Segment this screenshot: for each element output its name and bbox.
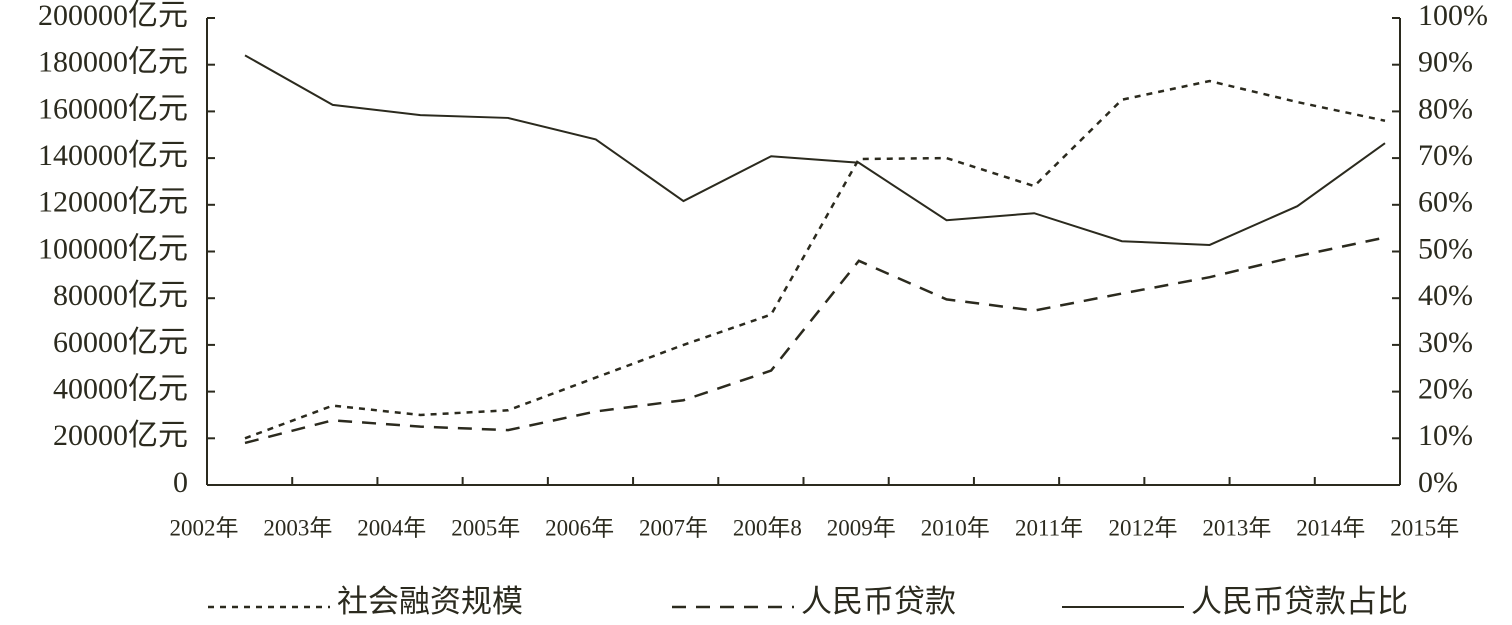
y2-tick-label: 90% — [1418, 46, 1473, 79]
x-tick-label: 2002年 — [170, 515, 239, 540]
legend-label: 人民币贷款占比 — [1191, 584, 1408, 619]
x-tick-label: 2015年 — [1390, 515, 1459, 540]
y-tick-label: 80000亿元 — [53, 279, 188, 312]
legend-label: 人民币贷款 — [801, 584, 956, 619]
x-tick-label: 2011年 — [1015, 515, 1083, 540]
y2-tick-label: 10% — [1418, 419, 1473, 452]
legend-label: 社会融资规模 — [337, 584, 523, 619]
series-line — [244, 236, 1386, 445]
y-tick-label: 100000亿元 — [38, 232, 188, 265]
y2-tick-label: 50% — [1418, 232, 1473, 265]
y-tick-label: 160000亿元 — [38, 92, 188, 125]
series-line — [244, 54, 1386, 246]
y-tick-label: 180000亿元 — [38, 46, 188, 79]
y2-tick-label: 80% — [1418, 92, 1473, 125]
series-line — [244, 79, 1386, 440]
y2-tick-label: 0% — [1418, 466, 1458, 499]
x-tick-label: 200年8 — [733, 515, 802, 540]
y2-tick-label: 70% — [1418, 139, 1473, 172]
y-tick-label: 140000亿元 — [38, 139, 188, 172]
y-tick-label: 20000亿元 — [53, 419, 188, 452]
x-tick-label: 2014年 — [1296, 515, 1365, 540]
x-tick-label: 2006年 — [545, 515, 614, 540]
x-tick-label: 2010年 — [921, 515, 990, 540]
y2-tick-label: 100% — [1418, 0, 1488, 32]
y-tick-label: 40000亿元 — [53, 372, 188, 405]
y2-tick-label: 60% — [1418, 186, 1473, 219]
y-tick-label: 0 — [173, 466, 188, 499]
x-tick-label: 2005年 — [451, 515, 520, 540]
x-tick-label: 2004年 — [357, 515, 426, 540]
y2-tick-label: 30% — [1418, 326, 1473, 359]
y2-tick-label: 40% — [1418, 279, 1473, 312]
x-tick-label: 2007年 — [639, 515, 708, 540]
y-tick-label: 200000亿元 — [38, 0, 188, 32]
y2-tick-label: 20% — [1418, 372, 1473, 405]
x-tick-label: 2009年 — [827, 515, 896, 540]
x-tick-label: 2012年 — [1109, 515, 1178, 540]
x-tick-label: 2003年 — [263, 515, 332, 540]
x-tick-label: 2013年 — [1202, 515, 1271, 540]
y-tick-label: 120000亿元 — [38, 186, 188, 219]
y-tick-label: 60000亿元 — [53, 326, 188, 359]
